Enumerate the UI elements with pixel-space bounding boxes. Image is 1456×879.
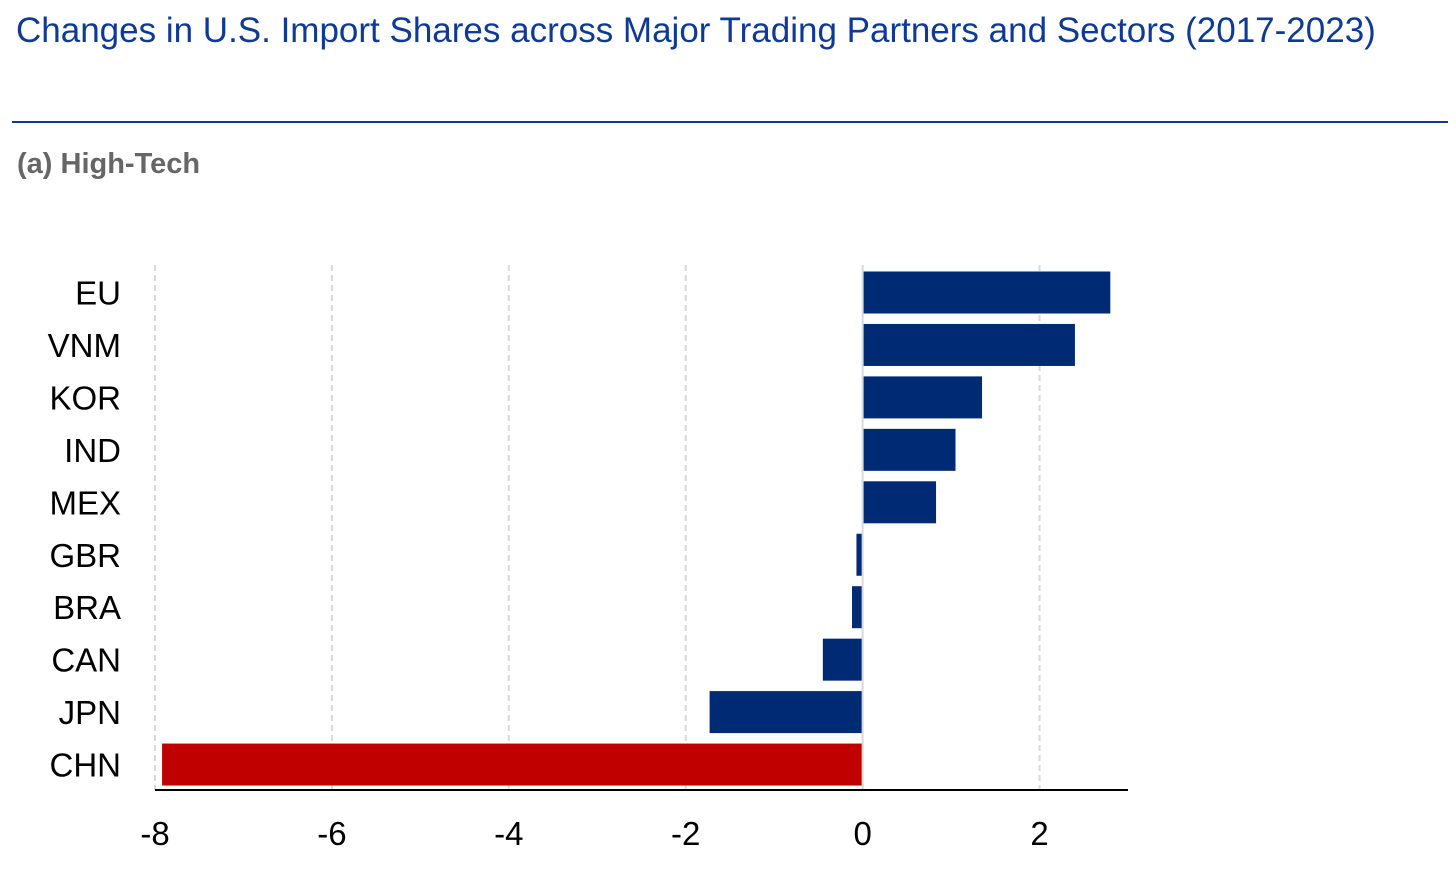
bar-can	[822, 638, 863, 681]
bar-chn	[162, 743, 863, 786]
category-label-vnm: VNM	[48, 327, 121, 364]
category-label-ind: IND	[64, 432, 121, 469]
category-label-jpn: JPN	[59, 694, 121, 731]
category-label-bra: BRA	[53, 589, 121, 626]
category-label-mex: MEX	[49, 484, 121, 521]
bar-kor	[862, 376, 983, 419]
x-tick-label--4: -4	[494, 815, 523, 852]
panel-subtitle: (a) High-Tech	[17, 148, 201, 180]
title-divider	[12, 121, 1448, 123]
bar-mex	[862, 481, 937, 524]
x-tick-label-0: 0	[853, 815, 871, 852]
x-tick-label-2: 2	[1030, 815, 1048, 852]
x-tick-label--6: -6	[317, 815, 346, 852]
bar-eu	[862, 271, 1111, 314]
bar-jpn	[709, 691, 863, 734]
category-label-chn: CHN	[50, 747, 122, 784]
bar-bra	[852, 586, 863, 629]
page-title: Changes in U.S. Import Shares across Maj…	[16, 11, 1376, 50]
category-label-can: CAN	[51, 642, 121, 679]
x-tick-label--8: -8	[140, 815, 169, 852]
bar-gbr	[856, 533, 863, 576]
category-label-gbr: GBR	[49, 537, 121, 574]
bar-ind	[862, 428, 956, 471]
category-label-eu: EU	[75, 275, 121, 312]
category-label-kor: KOR	[49, 379, 121, 416]
bar-vnm	[862, 323, 1075, 366]
x-tick-label--2: -2	[671, 815, 700, 852]
